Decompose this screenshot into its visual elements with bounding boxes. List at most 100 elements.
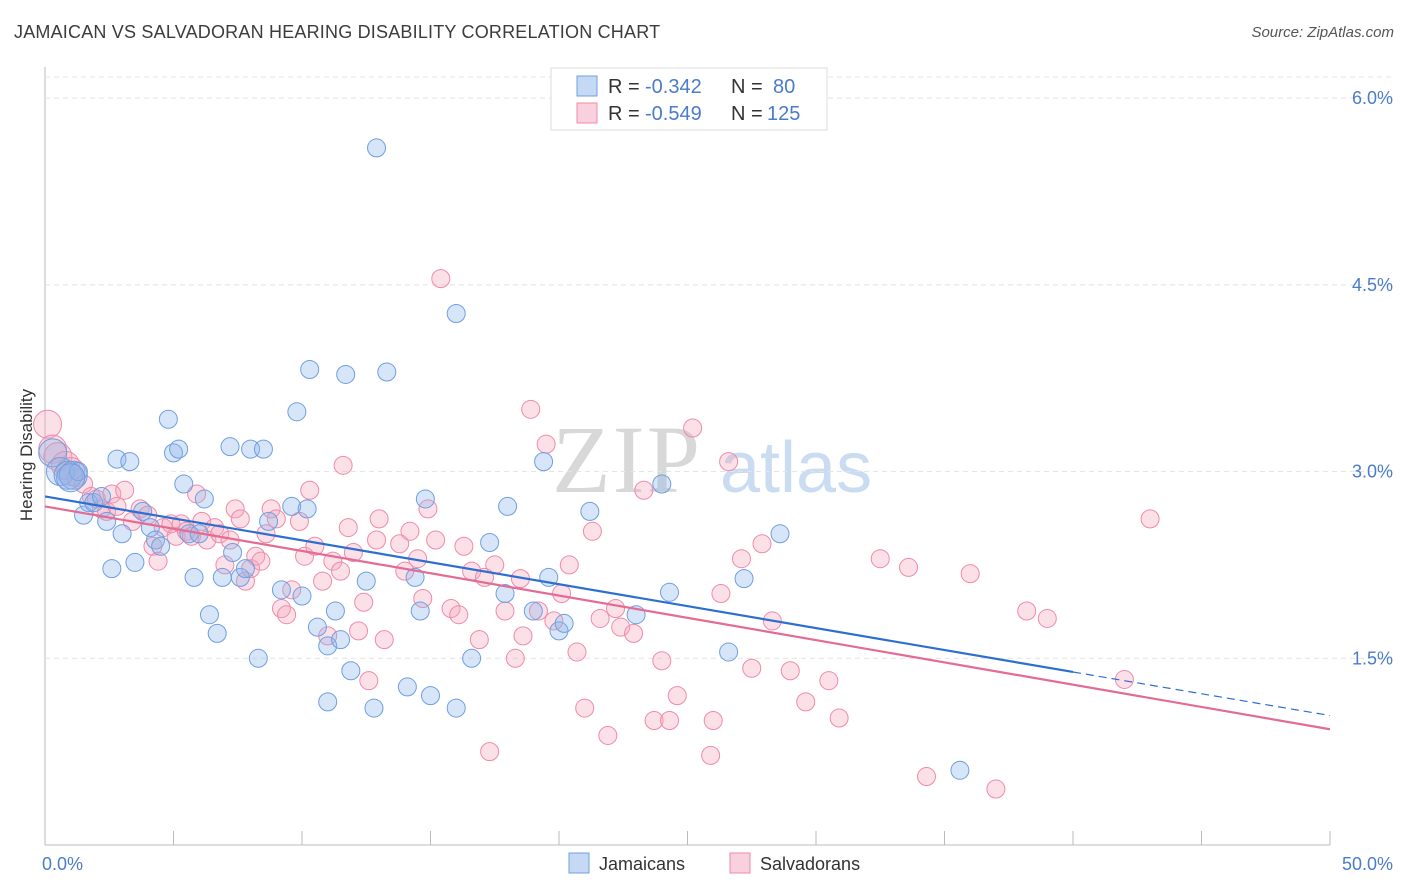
point-salvadorans	[338, 518, 358, 538]
point-jamaicans	[58, 460, 88, 490]
point-jamaicans	[253, 439, 273, 459]
point-salvadorans	[819, 671, 839, 691]
legend-top: R = -0.342 N = 80 R = -0.549 N = 125	[550, 67, 828, 131]
x-axis-ticks	[44, 831, 1331, 845]
point-salvadorans	[354, 592, 374, 612]
point-salvadorans	[277, 605, 297, 625]
point-salvadorans	[390, 534, 410, 554]
point-jamaicans	[367, 138, 387, 158]
point-salvadorans	[513, 626, 533, 646]
point-salvadorans	[917, 767, 937, 787]
y-axis-tick-labels: 1.5% 3.0% 4.5% 6.0%	[1352, 88, 1393, 668]
point-jamaicans	[38, 438, 68, 468]
point-jamaicans	[194, 489, 214, 509]
legend-r-label-1: R =	[608, 76, 640, 98]
point-salvadorans	[701, 745, 721, 765]
point-salvadorans	[780, 661, 800, 681]
point-salvadorans	[115, 480, 135, 500]
point-jamaicans	[554, 613, 574, 633]
point-salvadorans	[431, 269, 451, 289]
point-jamaicans	[151, 536, 171, 556]
point-salvadorans	[266, 509, 286, 529]
point-jamaicans	[480, 533, 500, 553]
point-salvadorans	[829, 708, 849, 728]
legend-bottom: Jamaicans Salvadorans	[568, 852, 860, 874]
point-salvadorans	[1140, 509, 1160, 529]
bottom-legend-label-jamaicans: Jamaicans	[599, 854, 685, 874]
point-jamaicans	[292, 586, 312, 606]
point-salvadorans	[282, 580, 302, 600]
point-salvadorans	[711, 584, 731, 604]
legend-n-label-2: N =	[731, 103, 763, 125]
point-jamaicans	[356, 571, 376, 591]
point-jamaicans	[125, 552, 145, 572]
point-salvadorans	[590, 608, 610, 628]
point-salvadorans	[559, 555, 579, 575]
point-salvadorans	[719, 452, 739, 472]
point-jamaicans	[652, 474, 672, 494]
point-jamaicans	[271, 580, 291, 600]
point-salvadorans	[480, 742, 500, 762]
point-jamaicans	[112, 524, 132, 544]
point-jamaicans	[259, 511, 279, 531]
point-salvadorans	[567, 642, 587, 662]
point-jamaicans	[534, 452, 554, 472]
point-salvadorans	[505, 648, 525, 668]
point-salvadorans	[251, 551, 271, 571]
point-salvadorans	[598, 725, 618, 745]
x-tick-label-min: 0.0%	[42, 854, 83, 874]
source-label: Source: ZipAtlas.com	[1251, 24, 1394, 41]
point-salvadorans	[331, 561, 351, 581]
point-jamaicans	[287, 402, 307, 422]
point-jamaicans	[405, 567, 425, 587]
point-salvadorans	[230, 509, 250, 529]
point-jamaicans	[92, 486, 112, 506]
point-jamaicans	[660, 582, 680, 602]
point-salvadorans	[960, 564, 980, 584]
chart-title: JAMAICAN VS SALVADORAN HEARING DISABILIT…	[14, 22, 661, 42]
point-salvadorans	[449, 605, 469, 625]
legend-r-value-1: -0.342	[645, 76, 702, 98]
point-jamaicans	[325, 601, 345, 621]
bottom-legend-swatch-jamaicans	[568, 852, 590, 874]
point-salvadorans	[575, 698, 595, 718]
point-salvadorans	[441, 598, 461, 618]
point-jamaicans	[68, 462, 88, 482]
point-salvadorans	[582, 521, 602, 541]
legend-r-value-2: -0.549	[645, 103, 702, 125]
point-jamaicans	[498, 496, 518, 516]
point-salvadorans	[271, 598, 291, 618]
point-jamaicans	[207, 623, 227, 643]
point-salvadorans	[606, 598, 626, 618]
point-jamaicans	[146, 530, 166, 550]
point-jamaicans	[282, 496, 302, 516]
point-jamaicans	[230, 567, 250, 587]
point-salvadorans	[367, 530, 387, 550]
point-jamaicans	[307, 617, 327, 637]
point-jamaicans	[950, 760, 970, 780]
point-salvadorans	[660, 711, 680, 731]
point-salvadorans	[426, 530, 446, 550]
point-jamaicans	[102, 559, 122, 579]
y-tick-label: 3.0%	[1352, 462, 1393, 482]
point-salvadorans	[51, 450, 81, 480]
y-tick-label: 6.0%	[1352, 88, 1393, 108]
point-jamaicans	[235, 559, 255, 579]
legend-n-value-2: 125	[767, 103, 800, 125]
point-salvadorans	[300, 480, 320, 500]
point-jamaicans	[415, 489, 435, 509]
point-salvadorans	[624, 623, 644, 643]
point-salvadorans	[413, 589, 433, 609]
point-jamaicans	[421, 686, 440, 706]
point-jamaicans	[336, 364, 356, 384]
point-jamaicans	[364, 698, 384, 718]
point-salvadorans	[374, 630, 394, 650]
point-salvadorans	[899, 557, 919, 577]
legend-r-label-2: R =	[608, 103, 640, 125]
y-tick-label: 1.5%	[1352, 648, 1393, 668]
point-salvadorans	[359, 671, 379, 691]
y-tick-label: 4.5%	[1352, 275, 1393, 295]
point-jamaicans	[770, 524, 790, 544]
point-jamaicans	[184, 567, 204, 587]
point-salvadorans	[33, 409, 63, 439]
